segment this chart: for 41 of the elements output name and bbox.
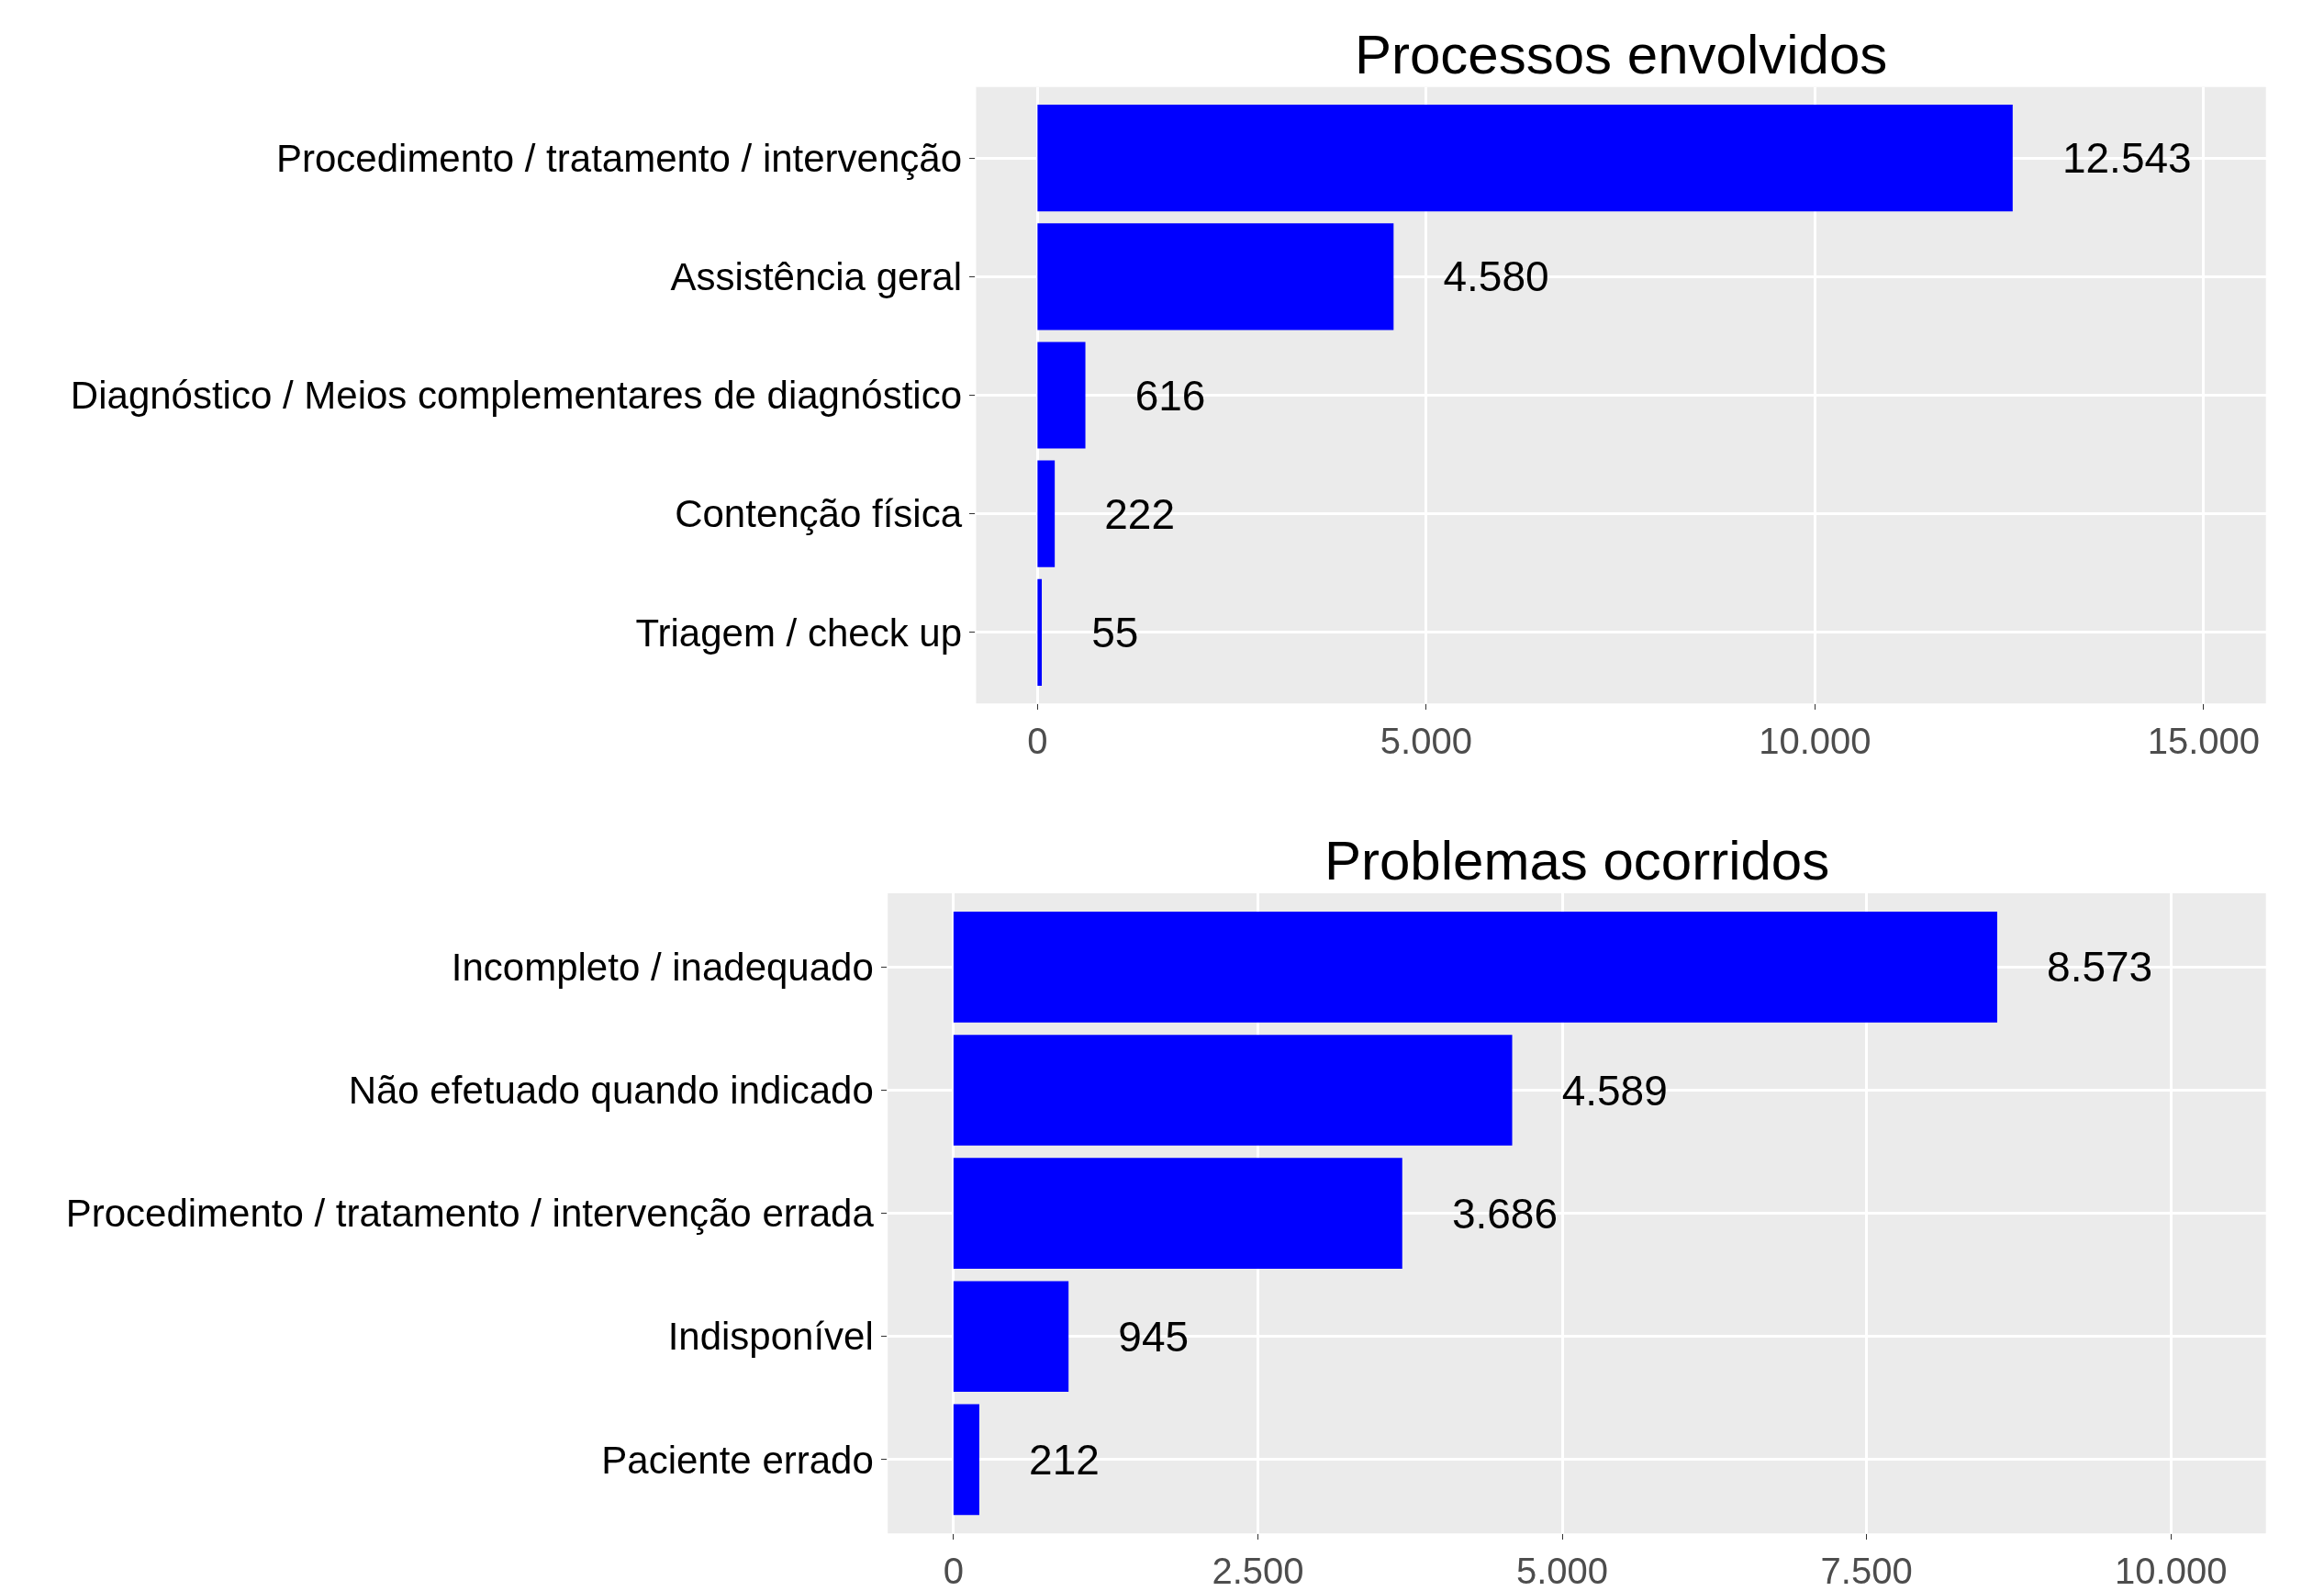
x-tick-label: 10.000: [2115, 1551, 2228, 1591]
x-tick-label: 0: [943, 1551, 964, 1591]
x-tick-label: 5.000: [1380, 721, 1472, 762]
y-tick-label: Incompleto / inadequado: [451, 946, 874, 990]
y-tick-label: Triagem / check up: [635, 611, 963, 655]
y-tick-label: Procedimento / tratamento / intervenção errada: [65, 1192, 875, 1236]
data-label: 212: [981, 1435, 1100, 1484]
x-tick-label: 2.500: [1212, 1551, 1304, 1591]
bar: [1037, 105, 2013, 212]
data-label: 4.589: [1514, 1066, 1668, 1115]
x-tick-label: 15.000: [2147, 721, 2261, 762]
data-label: 222: [1057, 489, 1176, 538]
data-label: 4.580: [1396, 252, 1549, 301]
y-tick-label: Contenção física: [675, 492, 963, 536]
bar: [1037, 342, 1086, 449]
y-tick-label: Indisponível: [667, 1315, 874, 1359]
y-tick-label: Paciente errado: [601, 1438, 874, 1482]
x-tick-label: 0: [1027, 721, 1048, 762]
bar: [953, 912, 1997, 1023]
chart-title: Problemas ocorridos: [1324, 830, 1830, 891]
bar: [1037, 578, 1043, 686]
data-label: 3.686: [1404, 1189, 1558, 1238]
data-label: 616: [1088, 371, 1206, 420]
y-tick-label: Procedimento / tratamento / intervenção: [275, 136, 963, 180]
chart-title: Processos envolvidos: [1355, 24, 1888, 85]
bar: [953, 1158, 1402, 1269]
data-label: 8.573: [1999, 943, 2153, 992]
x-tick-label: 7.500: [1820, 1551, 1913, 1591]
bar: [953, 1281, 1069, 1393]
data-label: 55: [1045, 608, 1139, 656]
bar: [953, 1404, 979, 1516]
y-tick-label: Não efetuado quando indicado: [348, 1069, 874, 1113]
data-label: 12.543: [2015, 134, 2192, 183]
bar: [1037, 223, 1394, 331]
bar: [1037, 460, 1056, 567]
y-tick-label: Diagnóstico / Meios complementares de diagnóstico: [70, 374, 963, 418]
data-label: 945: [1071, 1312, 1190, 1361]
bar: [953, 1035, 1513, 1146]
y-tick-label: Assistência geral: [670, 255, 963, 299]
x-tick-label: 5.000: [1515, 1551, 1609, 1591]
x-tick-label: 10.000: [1759, 721, 1871, 762]
